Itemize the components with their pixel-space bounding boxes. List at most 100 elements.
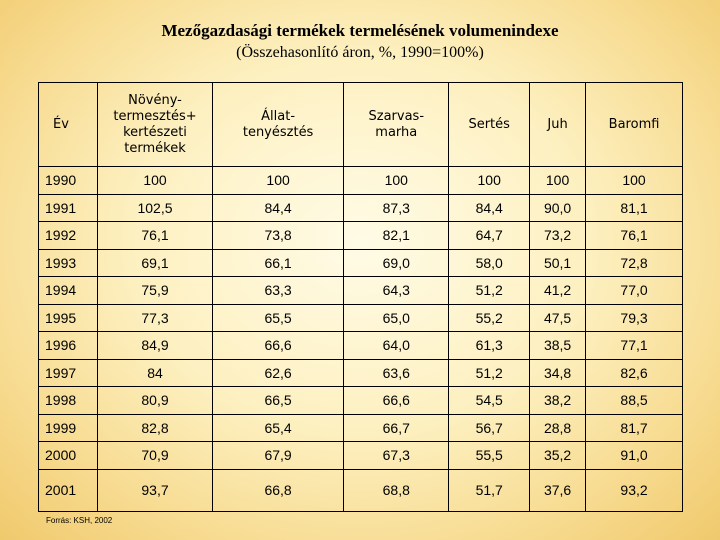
value-cell: 100 — [585, 166, 683, 195]
value-cell: 35,2 — [529, 441, 587, 470]
value-cell: 82,6 — [585, 358, 683, 387]
header-cattle: Szarvas-marha — [343, 82, 450, 167]
value-cell: 81,7 — [585, 413, 683, 442]
value-cell: 66,5 — [211, 386, 345, 415]
value-cell: 63,6 — [343, 358, 450, 387]
value-cell: 38,2 — [529, 386, 587, 415]
value-cell: 54,5 — [448, 386, 531, 415]
value-cell: 69,1 — [97, 248, 213, 277]
value-cell: 84,9 — [97, 331, 213, 360]
value-cell: 65,5 — [211, 303, 345, 332]
value-cell: 64,0 — [343, 331, 450, 360]
value-cell: 61,3 — [448, 331, 531, 360]
year-cell: 1997 — [38, 358, 98, 387]
table-row: 1991 102,5 84,4 87,3 84,4 90,0 81,1 — [38, 193, 683, 222]
value-cell: 100 — [343, 166, 450, 195]
value-cell: 55,2 — [448, 303, 531, 332]
table-row: 1995 77,3 65,5 65,0 55,2 47,5 79,3 — [38, 303, 683, 332]
value-cell: 79,3 — [585, 303, 683, 332]
header-crop-production: Növény-termesztés+ kertészeti termékek — [97, 82, 213, 167]
value-cell: 80,9 — [97, 386, 213, 415]
value-cell: 56,7 — [448, 413, 531, 442]
page-title: Mezőgazdasági termékek termelésének volu… — [161, 21, 559, 40]
header-pig: Sertés — [448, 82, 531, 167]
source-note: Forrás: KSH, 2002 — [46, 516, 113, 525]
value-cell: 82,8 — [97, 413, 213, 442]
value-cell: 50,1 — [529, 248, 587, 277]
year-cell: 1999 — [38, 413, 98, 442]
year-cell: 2000 — [38, 441, 98, 470]
value-cell: 77,0 — [585, 276, 683, 305]
value-cell: 28,8 — [529, 413, 587, 442]
value-cell: 38,5 — [529, 331, 587, 360]
table-body: 1990 100 100 100 100 100 100 1991 102,5 84,4 87,3 8… — [38, 166, 683, 512]
table-row: 1992 76,1 73,8 82,1 64,7 73,2 76,1 — [38, 221, 683, 250]
value-cell: 84,4 — [448, 193, 531, 222]
value-cell: 67,9 — [211, 441, 345, 470]
value-cell: 37,6 — [529, 468, 587, 512]
value-cell: 84,4 — [211, 193, 345, 222]
header-sheep: Juh — [529, 82, 587, 167]
value-cell: 100 — [211, 166, 345, 195]
table-row: 1994 75,9 63,3 64,3 51,2 41,2 77,0 — [38, 276, 683, 305]
year-cell: 1993 — [38, 248, 98, 277]
value-cell: 65,0 — [343, 303, 450, 332]
value-cell: 77,1 — [585, 331, 683, 360]
value-cell: 100 — [448, 166, 531, 195]
value-cell: 62,6 — [211, 358, 345, 387]
value-cell: 75,9 — [97, 276, 213, 305]
table-row: 1996 84,9 66,6 64,0 61,3 38,5 77,1 — [38, 331, 683, 360]
value-cell: 58,0 — [448, 248, 531, 277]
year-cell: 1994 — [38, 276, 98, 305]
value-cell: 63,3 — [211, 276, 345, 305]
value-cell: 93,7 — [97, 468, 213, 512]
value-cell: 66,6 — [211, 331, 345, 360]
value-cell: 73,2 — [529, 221, 587, 250]
table-row: 1997 84 62,6 63,6 51,2 34,8 82,6 — [38, 358, 683, 387]
year-cell: 1991 — [38, 193, 98, 222]
value-cell: 66,7 — [343, 413, 450, 442]
value-cell: 55,5 — [448, 441, 531, 470]
value-cell: 69,0 — [343, 248, 450, 277]
value-cell: 73,8 — [211, 221, 345, 250]
year-cell: 1996 — [38, 331, 98, 360]
value-cell: 41,2 — [529, 276, 587, 305]
table-row: 1998 80,9 66,5 66,6 54,5 38,2 88,5 — [38, 386, 683, 415]
value-cell: 72,8 — [585, 248, 683, 277]
value-cell: 64,7 — [448, 221, 531, 250]
value-cell: 90,0 — [529, 193, 587, 222]
value-cell: 77,3 — [97, 303, 213, 332]
value-cell: 81,1 — [585, 193, 683, 222]
table-row: 1999 82,8 65,4 66,7 56,7 28,8 81,7 — [38, 413, 683, 442]
header-poultry: Baromfi — [585, 82, 683, 167]
value-cell: 88,5 — [585, 386, 683, 415]
page-subtitle: (Összehasonlító áron, %, 1990=100%) — [236, 44, 484, 61]
value-cell: 93,2 — [585, 468, 683, 512]
table-row: 1990 100 100 100 100 100 100 — [38, 166, 683, 195]
year-cell: 1992 — [38, 221, 98, 250]
value-cell: 67,3 — [343, 441, 450, 470]
header-year: Év — [38, 82, 98, 167]
table-row: 2001 93,7 66,8 68,8 51,7 37,6 93,2 — [38, 468, 683, 512]
value-cell: 64,3 — [343, 276, 450, 305]
value-cell: 65,4 — [211, 413, 345, 442]
value-cell: 76,1 — [585, 221, 683, 250]
value-cell: 91,0 — [585, 441, 683, 470]
header-livestock: Állat-tenyésztés — [211, 82, 345, 167]
value-cell: 87,3 — [343, 193, 450, 222]
value-cell: 66,1 — [211, 248, 345, 277]
value-cell: 51,2 — [448, 358, 531, 387]
value-cell: 34,8 — [529, 358, 587, 387]
table-header-row: Év Növény-termesztés+ kertészeti termékek … — [38, 82, 683, 167]
value-cell: 51,2 — [448, 276, 531, 305]
value-cell: 82,1 — [343, 221, 450, 250]
volume-index-table: Év Növény-termesztés+ kertészeti termékek … — [38, 82, 683, 512]
value-cell: 84 — [97, 358, 213, 387]
value-cell: 47,5 — [529, 303, 587, 332]
value-cell: 66,6 — [343, 386, 450, 415]
value-cell: 51,7 — [448, 468, 531, 512]
value-cell: 66,8 — [211, 468, 345, 512]
year-cell: 2001 — [38, 468, 98, 512]
value-cell: 102,5 — [97, 193, 213, 222]
year-cell: 1995 — [38, 303, 98, 332]
